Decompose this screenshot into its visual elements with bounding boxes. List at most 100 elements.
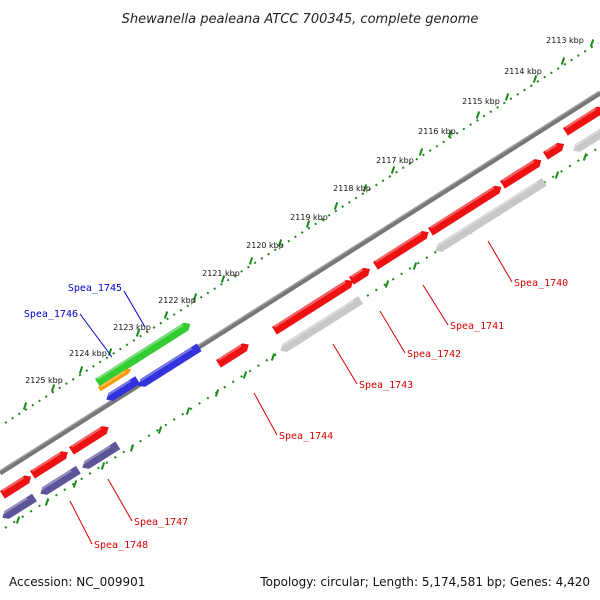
gene-spea-1739-shade	[501, 160, 535, 182]
ruler-tick	[589, 39, 595, 47]
gene-blue-1	[106, 376, 141, 401]
gene-spea-1744	[216, 343, 249, 368]
gene-purple-2	[40, 465, 81, 495]
gene-label-leaders	[69, 240, 513, 545]
gene-leader-line	[253, 392, 278, 436]
ruler-tick	[50, 384, 56, 392]
ruler-tick	[582, 153, 588, 161]
gene-label[interactable]: Spea_1744	[279, 431, 333, 442]
ruler-tick	[163, 311, 169, 319]
gene-blue-1-shade	[105, 380, 131, 397]
ruler-tick	[333, 202, 339, 210]
gene-spea-1744-shade	[217, 344, 242, 361]
gene-lower-red-2	[30, 451, 68, 479]
ruler-tick	[72, 480, 78, 488]
ruler-tick	[78, 366, 84, 374]
gene-spea-1748	[2, 493, 37, 519]
ruler-tick-label: 2117 kbp	[376, 156, 414, 165]
gene-lower-red-3	[69, 426, 109, 455]
gene-spea-1747-shade	[81, 445, 111, 465]
gene-label[interactable]: Spea_1745	[68, 283, 122, 294]
ruler-tick	[554, 171, 560, 179]
gene-spea-1738	[543, 142, 564, 160]
gene-spea-1742	[349, 267, 370, 285]
gene-leader-line	[422, 284, 449, 326]
gene-blue-2-shade	[137, 347, 193, 383]
ruler-tick	[384, 280, 390, 288]
gene-label[interactable]: Spea_1747	[134, 517, 188, 528]
ruler-tick	[447, 130, 453, 138]
ruler-tick	[107, 348, 113, 356]
genome-summary-text: Topology: circular; Length: 5,174,581 bp…	[259, 575, 590, 589]
outer-ruler	[4, 42, 599, 424]
ruler-tick	[185, 407, 191, 415]
gene-leader-line	[332, 343, 358, 385]
gene-spea-1741-shade	[374, 232, 422, 263]
gene-grey-2	[435, 178, 547, 252]
gene-lower-red-1-shade	[1, 476, 25, 492]
ruler-tick	[532, 75, 538, 83]
ruler-tick	[475, 111, 481, 119]
ruler-tick-label: 2122 kbp	[158, 296, 196, 305]
ruler-tick	[277, 239, 283, 247]
ruler-tick	[44, 498, 50, 506]
ruler-tick	[157, 426, 163, 434]
gene-grey-2-shade	[434, 181, 538, 248]
ruler-tick-label: 2120 kbp	[246, 241, 284, 250]
ruler-tick	[220, 275, 226, 283]
gene-blue-2	[138, 343, 202, 387]
ruler-tick	[135, 329, 141, 337]
gene-spea-1745-shade	[96, 324, 184, 380]
accession-text: Accession: NC_009901	[9, 575, 145, 589]
gene-spea-1745	[95, 322, 191, 387]
ruler-tick	[270, 353, 276, 361]
gene-grey-3	[573, 128, 600, 152]
gene-grey-1	[280, 296, 364, 352]
ruler-tick	[412, 262, 418, 270]
ruler-tick	[418, 148, 424, 156]
gene-label[interactable]: Spea_1746	[24, 309, 78, 320]
ruler-tick-label: 2114 kbp	[504, 67, 542, 76]
gene-leader-line	[487, 240, 513, 283]
gene-spea-1737-shade	[564, 107, 597, 129]
gene-spea-1739	[500, 159, 542, 189]
gene-leader-line	[123, 290, 146, 328]
map-title: Shewanella pealeana ATCC 700345, complet…	[122, 12, 479, 27]
gene-spea-1740-shade	[429, 186, 495, 229]
gene-spea-1747	[82, 441, 121, 469]
ruler-tick-label: 2116 kbp	[418, 127, 456, 136]
ruler-tick-labels: 2113 kbp 2114 kbp 2115 kbp 2116 kbp 2117 kbp…	[25, 36, 584, 385]
gene-spea-1746	[98, 368, 132, 392]
gene-spea-1740	[428, 185, 502, 236]
gene-purple-2-shade	[39, 469, 72, 491]
gene-spea-1738-shade	[544, 144, 558, 153]
gene-leader-line	[107, 478, 133, 522]
ruler-tick	[192, 293, 198, 301]
gene-spea-1737	[563, 106, 600, 136]
ruler-tick-label: 2118 kbp	[333, 184, 371, 193]
gene-leader-line	[379, 310, 406, 354]
gene-lower-red-3-shade	[70, 427, 102, 448]
gene-lower-red-2-shade	[31, 452, 61, 472]
gene-label[interactable]: Spea_1741	[450, 321, 504, 332]
gene-grey-1-shade	[279, 300, 354, 348]
ruler-tick-label: 2124 kbp	[69, 349, 107, 358]
gene-features	[0, 106, 600, 519]
ruler-tick-label: 2125 kbp	[25, 376, 63, 385]
gene-label[interactable]: Spea_1740	[514, 278, 568, 289]
genome-backbone-highlight	[0, 90, 600, 472]
gene-spea-1748-shade	[1, 497, 28, 515]
gene-labels: Spea_1740 Spea_1741 Spea_1742 Spea_1743 Spea…	[24, 278, 568, 551]
ruler-tick	[214, 389, 220, 397]
gene-label[interactable]: Spea_1748	[94, 540, 148, 551]
gene-spea-1742-shade	[350, 269, 364, 278]
ruler-tick-label: 2119 kbp	[290, 213, 328, 222]
gene-leader-line	[79, 313, 113, 358]
gene-label[interactable]: Spea_1742	[407, 349, 461, 360]
ruler-tick	[129, 444, 135, 452]
gene-label[interactable]: Spea_1743	[359, 380, 413, 391]
ruler-tick-label: 2113 kbp	[546, 36, 584, 45]
ruler-tick	[242, 371, 248, 379]
